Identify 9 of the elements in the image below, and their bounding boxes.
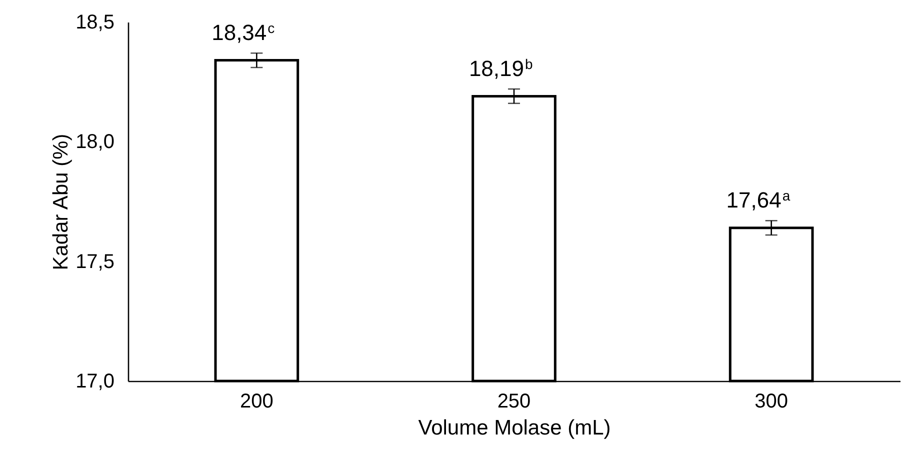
y-tick-label: 17,0 [76,370,114,392]
x-tick-label: 300 [754,390,788,412]
y-axis-title: Kadar Abu (%) [50,134,73,270]
y-tick-label: 17,5 [76,250,114,273]
y-tick-label: 18,0 [76,131,114,154]
x-axis-title: Volume Molase (mL) [418,416,611,440]
y-tick-label: 18,5 [76,12,114,34]
x-tick-label: 200 [240,390,274,412]
x-tick-label: 250 [497,390,531,412]
